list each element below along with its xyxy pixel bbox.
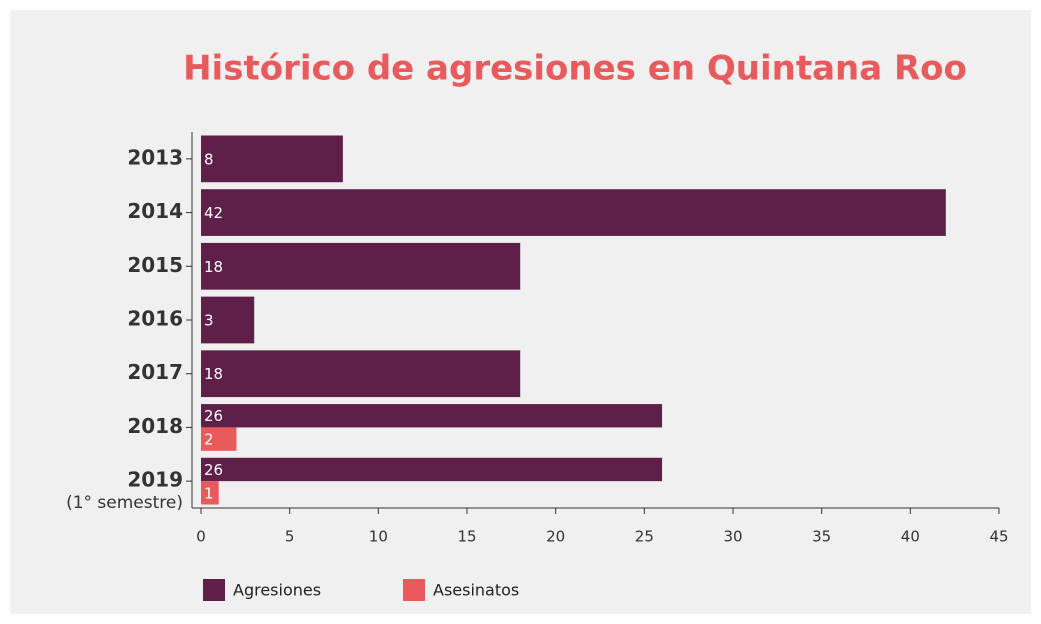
bar <box>201 427 237 451</box>
panel <box>10 10 1031 614</box>
bar <box>201 404 663 428</box>
legend-label: Agresiones <box>233 581 321 600</box>
value-label: 26 <box>204 407 223 425</box>
value-label: 18 <box>204 365 223 383</box>
x-tick-label: 40 <box>901 528 920 546</box>
value-label: 1 <box>204 484 214 502</box>
value-label: 42 <box>204 204 223 222</box>
chart-title: Histórico de agresiones en Quintana Roo <box>183 49 967 89</box>
value-label: 8 <box>204 150 214 168</box>
bar <box>201 350 521 398</box>
x-tick-label: 5 <box>285 528 295 546</box>
legend-swatch <box>403 579 425 601</box>
x-tick-label: 25 <box>635 528 654 546</box>
value-label: 26 <box>204 461 223 479</box>
bar <box>201 135 343 183</box>
bar <box>201 189 946 236</box>
x-tick-label: 20 <box>546 528 565 546</box>
bar <box>201 457 663 482</box>
value-label: 18 <box>204 258 223 276</box>
legend-label: Asesinatos <box>433 581 519 600</box>
y-tick-label: 2014 <box>127 199 183 223</box>
bar <box>201 481 219 505</box>
y-tick-label: 2015 <box>127 253 183 277</box>
bar <box>201 242 521 290</box>
y-tick-label: 2019 <box>127 468 183 492</box>
y-tick-label: 2013 <box>127 145 183 169</box>
value-label: 3 <box>204 312 214 330</box>
x-tick-label: 35 <box>812 528 831 546</box>
value-label: 2 <box>204 431 214 449</box>
x-tick-label: 10 <box>369 528 388 546</box>
x-tick-label: 30 <box>723 528 742 546</box>
bar <box>201 296 255 344</box>
y-tick-label: 2018 <box>127 414 183 438</box>
y-tick-note: (1° semestre) <box>66 493 183 513</box>
y-tick-label: 2017 <box>127 360 183 384</box>
y-tick-label: 2016 <box>127 307 183 331</box>
x-tick-label: 0 <box>196 528 206 546</box>
legend-swatch <box>203 579 225 601</box>
x-tick-label: 45 <box>989 528 1008 546</box>
x-tick-label: 15 <box>457 528 476 546</box>
